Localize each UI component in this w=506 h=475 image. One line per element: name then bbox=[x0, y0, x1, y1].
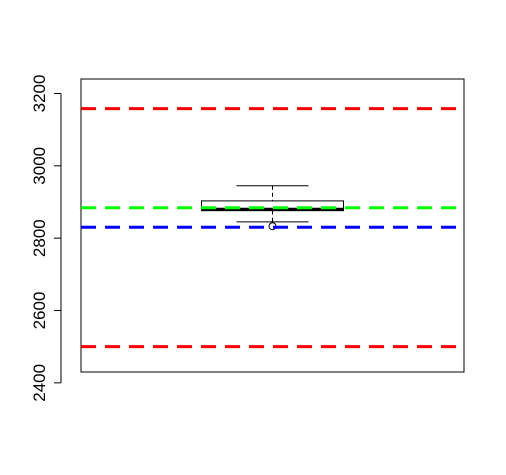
y-tick-label: 2400 bbox=[30, 364, 49, 402]
y-tick-label: 3000 bbox=[30, 147, 49, 185]
y-tick-label: 3200 bbox=[30, 75, 49, 113]
y-tick-label: 2800 bbox=[30, 219, 49, 257]
plot-frame bbox=[81, 79, 464, 372]
y-axis: 2400 2600 2800 3000 3200 bbox=[30, 75, 61, 402]
y-tick-label: 2600 bbox=[30, 292, 49, 330]
